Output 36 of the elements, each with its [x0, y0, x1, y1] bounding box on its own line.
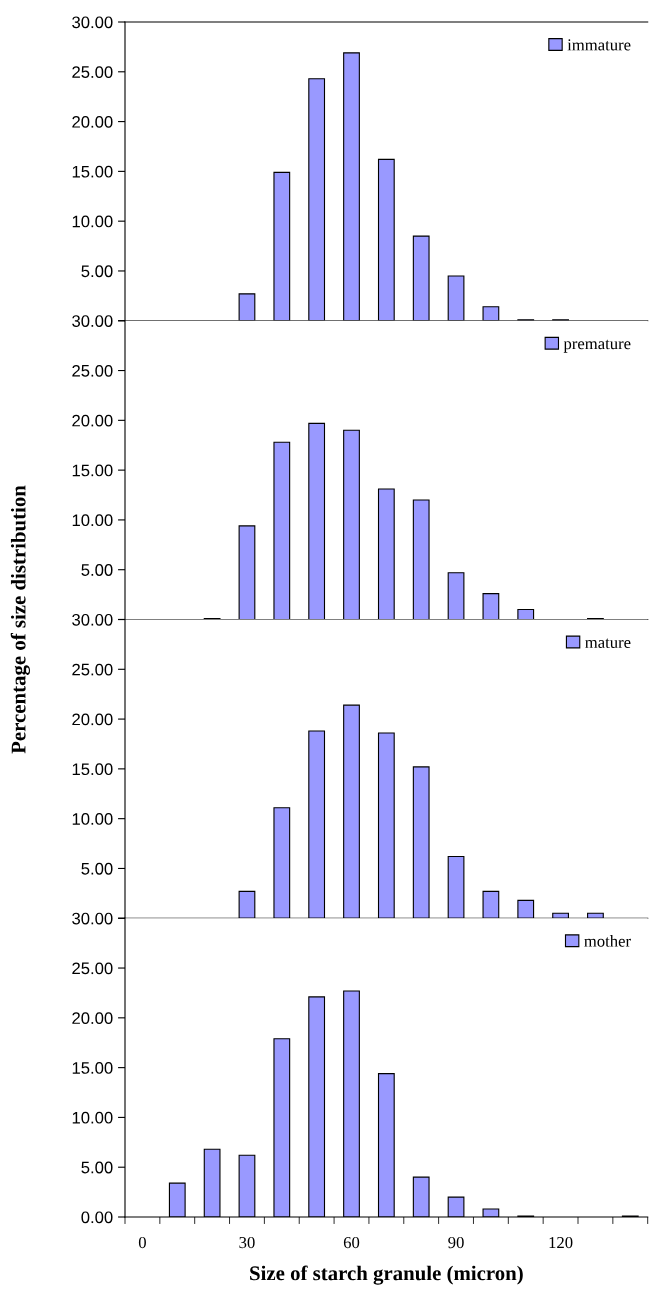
- y-tick-label: 10.00: [72, 813, 113, 825]
- y-tick-label: 5.00: [81, 265, 113, 278]
- y-tick-label: 0.00: [81, 1211, 113, 1224]
- x-tick-label: 30: [239, 1236, 255, 1249]
- legend-label: mother: [584, 935, 631, 947]
- legend-label: mature: [585, 638, 631, 648]
- x-tick-label: 120: [549, 1236, 573, 1249]
- y-tick-label: 15.00: [72, 464, 113, 477]
- x-tick-label: 60: [343, 1236, 360, 1249]
- legend-label: immature: [567, 39, 631, 51]
- y-tick-label: 10.00: [72, 1111, 113, 1124]
- y-axis-title: Percentage of size distribution: [10, 485, 30, 754]
- y-tick-label: 10.00: [72, 514, 113, 527]
- y-tick-label: 15.00: [72, 763, 113, 776]
- y-tick-label: 25.00: [72, 962, 113, 975]
- y-tick-label: 25.00: [72, 66, 113, 78]
- y-tick-label: 5.00: [81, 862, 113, 875]
- y-tick-label: 30.00: [72, 613, 113, 626]
- y-tick-label: 5.00: [81, 1161, 113, 1174]
- y-tick-label: 25.00: [72, 364, 113, 377]
- y-tick-label: 20.00: [72, 713, 113, 726]
- x-tick-label: 90: [448, 1236, 464, 1249]
- y-tick-label: 10.00: [72, 215, 113, 228]
- y-tick-label: 5.00: [81, 564, 113, 576]
- y-tick-label: 30.00: [72, 16, 113, 29]
- legend-label: premature: [563, 339, 631, 353]
- y-tick-label: 15.00: [72, 1062, 113, 1074]
- y-tick-label: 30.00: [72, 912, 113, 925]
- x-tick-label: 0: [138, 1236, 146, 1249]
- x-axis-title: Size of starch granule (micron): [250, 1265, 523, 1285]
- y-tick-label: 20.00: [72, 115, 113, 128]
- y-tick-label: 20.00: [72, 1012, 113, 1025]
- y-tick-label: 15.00: [72, 165, 113, 178]
- y-tick-label: 20.00: [72, 414, 113, 427]
- y-tick-label: 30.00: [72, 315, 113, 327]
- y-tick-label: 25.00: [72, 663, 113, 676]
